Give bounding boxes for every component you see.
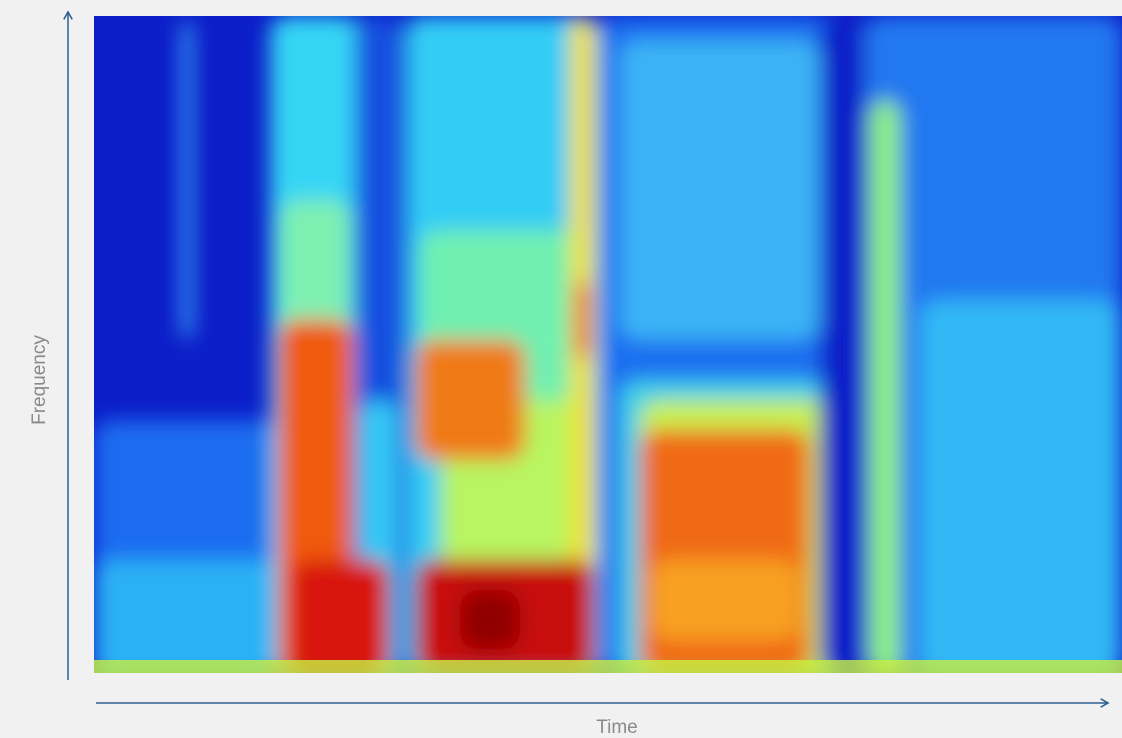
energy-region (415, 340, 525, 460)
energy-region (870, 100, 900, 680)
energy-region (920, 300, 1120, 680)
y-axis-label: Frequency (29, 335, 50, 425)
energy-region (650, 560, 800, 640)
spectrogram (94, 16, 1122, 680)
chart: Time Frequency (0, 0, 1122, 738)
low-band (94, 660, 1122, 673)
energy-region (182, 20, 192, 340)
energy-region (820, 16, 865, 676)
x-axis-label: Time (596, 717, 638, 738)
energy-region (460, 590, 520, 650)
energy-region (620, 40, 820, 340)
energy-region (575, 280, 590, 360)
